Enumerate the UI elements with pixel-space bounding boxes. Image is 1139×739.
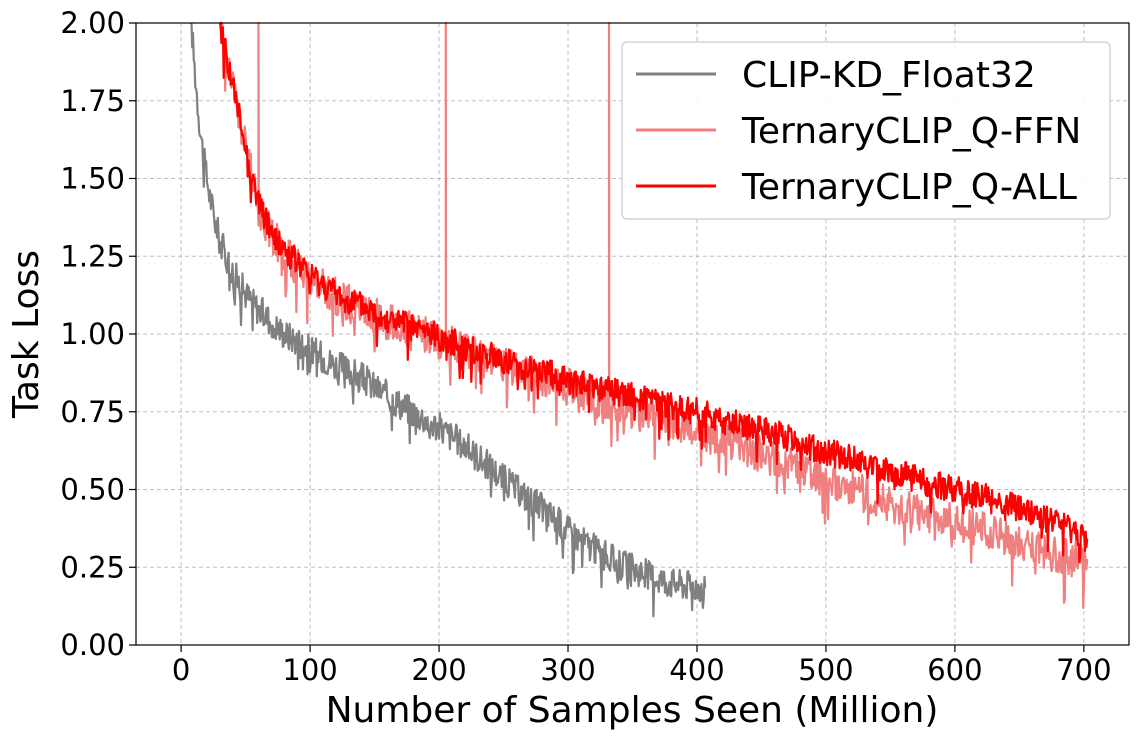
series-line-clip-kd-float32 [190,22,707,618]
y-tick-label: 2.00 [60,6,125,40]
y-tick-label: 1.25 [60,239,125,273]
y-tick-label: 0.25 [60,550,125,584]
x-axis-label: Number of Samples Seen (Million) [326,690,939,731]
x-tick-label: 200 [411,653,466,687]
x-tick-label: 0 [172,653,190,687]
x-tick-label: 600 [927,653,982,687]
x-tick-label: 100 [282,653,337,687]
x-tick-label: 700 [1056,653,1111,687]
series-line-ternaryclip-q-all [219,21,1089,564]
y-tick-label: 1.75 [60,84,125,118]
legend-label: CLIP-KD_Float32 [742,55,1036,96]
y-tick-label: 1.00 [60,317,125,351]
x-tick-label: 500 [798,653,853,687]
x-axis: 0 100 200 300 400 500 600 700 [172,645,1112,687]
y-axis: 0.00 0.25 0.50 0.75 1.00 1.25 1.50 1.75 2.00 [60,6,136,662]
series-line-ternaryclip-q-ffn [218,21,1089,610]
legend-box [621,41,1111,220]
legend: CLIP-KD_Float32 TernaryCLIP_Q-FFN TernaryC… [621,41,1111,220]
x-tick-label: 400 [669,653,724,687]
x-tick-label: 300 [540,653,595,687]
y-axis-label: Task Loss [6,250,47,419]
y-tick-label: 0.75 [60,395,125,429]
series-layer [190,21,1089,618]
legend-label: TernaryCLIP_Q-ALL [741,167,1077,208]
y-tick-label: 0.00 [60,628,125,662]
y-tick-label: 0.50 [60,473,125,507]
y-tick-label: 1.50 [60,162,125,196]
legend-label: TernaryCLIP_Q-FFN [741,111,1081,152]
